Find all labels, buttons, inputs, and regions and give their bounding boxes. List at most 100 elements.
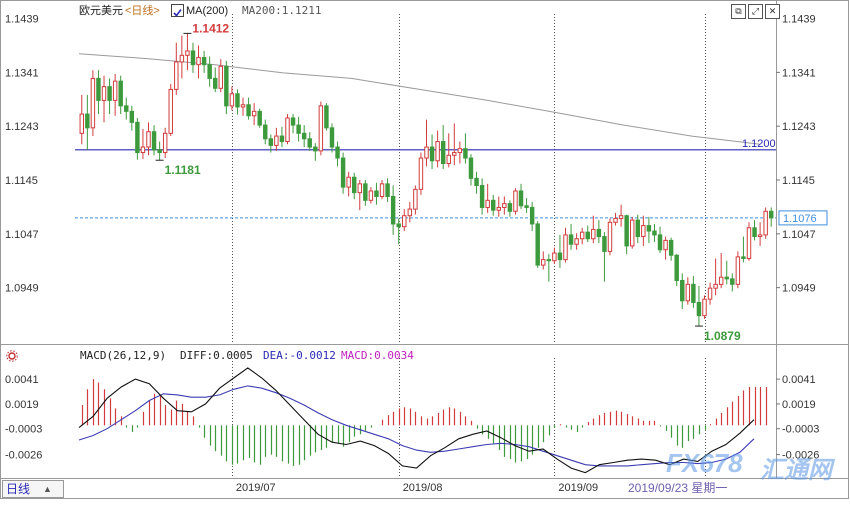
candle-down <box>224 65 229 107</box>
candle-up <box>591 228 596 240</box>
price-tick-label-left: 1.1341 <box>5 67 39 79</box>
candle-down <box>652 230 657 236</box>
macd-tick-label-left: -0.0003 <box>5 424 42 436</box>
candle-up <box>185 50 190 56</box>
candle-up <box>196 57 201 66</box>
x-tick-label: 2019/07 <box>236 482 276 494</box>
candle-down <box>529 206 535 225</box>
candle-down <box>335 146 340 159</box>
price-tick-label: 1.0949 <box>782 283 816 295</box>
price-tick-label-left: 1.0949 <box>5 283 39 295</box>
candle-up <box>563 234 568 261</box>
candle-down <box>585 231 590 240</box>
candle-down <box>201 57 207 66</box>
candle-up <box>629 219 635 247</box>
settings-gear-icon[interactable] <box>6 349 18 362</box>
ma-value-text: MA200:1.1211 <box>242 4 322 17</box>
candle-down <box>129 110 135 123</box>
candle-down <box>363 183 368 201</box>
candle-down <box>535 223 540 266</box>
macd-tick-label: 0.0041 <box>782 374 816 386</box>
candle-down <box>546 259 552 262</box>
candle-up <box>346 176 351 188</box>
macd-diff-value: DIFF:0.0005 <box>180 349 253 362</box>
period-selector[interactable]: 日线 ▲ <box>2 480 64 498</box>
candle-down <box>691 283 696 303</box>
candle-down <box>752 227 757 238</box>
candle-down <box>207 64 212 79</box>
candle-up <box>452 152 457 156</box>
candle-up <box>541 259 546 266</box>
candle-down <box>730 278 735 285</box>
macd-tick-label: -0.0026 <box>782 450 819 462</box>
candle-up <box>413 188 418 210</box>
fit-chart-button[interactable]: ⤢ <box>748 4 763 19</box>
candle-up <box>240 104 246 108</box>
candle-down <box>96 77 101 101</box>
candle-down <box>107 86 112 101</box>
checkmark-icon <box>173 9 182 17</box>
candle-up <box>357 183 363 194</box>
candle-down <box>724 276 729 280</box>
x-tick-label: 2019/08 <box>403 482 443 494</box>
candle-up <box>613 217 618 223</box>
candle-down <box>268 138 274 146</box>
macd-tick-label-left: -0.0026 <box>5 450 42 462</box>
candle-up <box>641 225 646 238</box>
candle-up <box>735 256 741 285</box>
candle-up <box>552 252 557 262</box>
candle-up <box>162 132 168 154</box>
candle-up <box>502 203 507 208</box>
candle-up <box>485 199 490 208</box>
candle-down <box>696 301 702 317</box>
period-tag: <日线> <box>125 5 160 17</box>
macd-histogram-value: MACD:0.0034 <box>341 349 414 362</box>
candle-down <box>741 256 746 260</box>
dea-line <box>78 385 755 467</box>
candle-up <box>513 190 518 212</box>
candle-down <box>518 190 524 207</box>
candle-up <box>607 221 613 252</box>
candle-down <box>190 50 196 66</box>
candle-down <box>479 184 485 208</box>
candle-up <box>174 61 179 90</box>
candle-down <box>212 77 218 89</box>
candle-down <box>468 157 474 179</box>
ma-button[interactable]: MA(200) <box>186 5 229 17</box>
candle-up <box>318 105 324 152</box>
candle-up <box>101 86 107 101</box>
x-tick-label: 2019/09 <box>558 482 598 494</box>
candle-up <box>229 93 235 107</box>
candle-down <box>290 117 296 126</box>
candle-up <box>112 80 118 101</box>
candle-up <box>274 135 279 146</box>
candle-down <box>235 93 240 108</box>
candle-down <box>340 157 346 188</box>
candle-down <box>768 210 774 219</box>
candle-down <box>246 104 251 117</box>
candle-down <box>674 254 679 281</box>
macd-tick-label-left: 0.0041 <box>5 374 39 386</box>
candle-down <box>490 199 496 211</box>
candle-up <box>424 146 429 159</box>
candle-down <box>151 131 157 151</box>
price-tick-label-left: 1.1243 <box>5 121 39 133</box>
candle-down <box>313 146 318 152</box>
close-icon: ✕ <box>768 6 777 16</box>
current-date: 2019/09/23 星期一 <box>628 481 728 495</box>
ma-toggle-checkbox[interactable] <box>171 4 184 17</box>
symbol-title: 欧元美元 <box>79 5 123 17</box>
price-tick-label: 1.1047 <box>782 229 816 241</box>
high-label: 1.1412 <box>192 21 229 35</box>
candle-down <box>568 234 574 245</box>
candle-up <box>179 54 185 63</box>
price-tick-label: 1.1341 <box>782 67 816 79</box>
restore-window-button[interactable]: ⧉ <box>731 4 746 19</box>
candle-down <box>440 141 446 165</box>
candle-down <box>324 105 329 129</box>
watermark-brand: FX678 <box>666 448 743 478</box>
close-chart-button[interactable]: ✕ <box>765 4 780 19</box>
price-tick-label-left: 1.1145 <box>5 175 38 187</box>
